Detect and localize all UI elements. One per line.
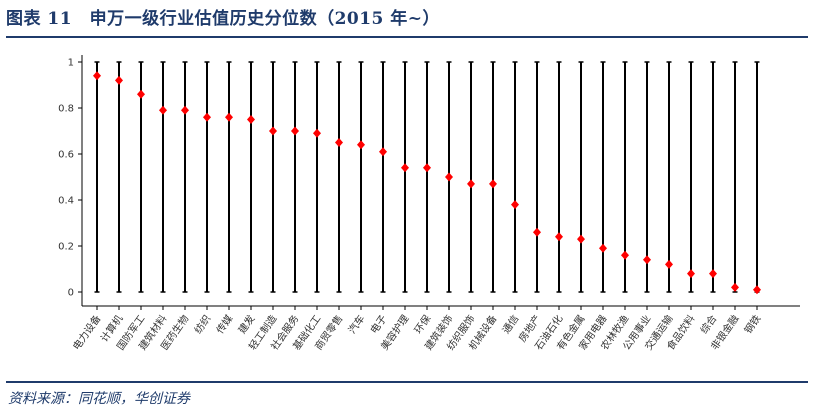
- chart-axes: 0 0.2 0.4 0.6 0.8 1: [58, 55, 800, 310]
- data-point: [269, 126, 277, 136]
- data-point: [731, 282, 739, 292]
- data-point: [181, 105, 189, 115]
- data-point: [511, 200, 519, 210]
- data-points: [93, 71, 761, 295]
- data-point: [401, 163, 409, 173]
- data-point: [357, 140, 365, 150]
- category-label: 电力设备: [70, 312, 104, 352]
- category-label: 纺织: [191, 312, 213, 336]
- y-tick-label: 0.6: [58, 150, 74, 161]
- data-point: [709, 269, 717, 279]
- data-point: [115, 75, 123, 85]
- source-note: 资料来源：同花顺，华创证券: [8, 391, 190, 407]
- data-point: [467, 179, 475, 189]
- category-label: 钢铁: [741, 312, 763, 336]
- data-point: [203, 112, 211, 122]
- data-point: [445, 172, 453, 182]
- data-point: [137, 89, 145, 99]
- y-tick-label: 0: [68, 288, 74, 299]
- category-label: 传媒: [214, 313, 235, 336]
- category-label: 电子: [367, 312, 389, 336]
- data-point: [93, 71, 101, 81]
- data-point: [159, 105, 167, 115]
- category-label: 通信: [500, 313, 521, 336]
- data-point: [489, 179, 497, 189]
- category-label: 综合: [697, 312, 719, 336]
- footer-divider: [6, 381, 808, 383]
- data-point: [335, 138, 343, 147]
- y-tick-label: 0.2: [58, 242, 74, 253]
- data-point: [247, 115, 255, 124]
- y-tick-label: 1: [68, 58, 74, 69]
- y-tick-label: 0.8: [58, 104, 74, 115]
- data-point: [753, 285, 761, 295]
- data-point: [225, 112, 233, 122]
- data-point: [665, 259, 673, 269]
- chart-title: 图表 11 申万一级行业估值历史分位数（2015 年~）: [6, 9, 441, 29]
- data-point: [555, 232, 563, 242]
- data-point: [687, 269, 695, 279]
- data-point: [643, 255, 651, 265]
- data-point: [533, 227, 541, 237]
- data-point: [379, 147, 387, 157]
- data-point: [599, 243, 607, 253]
- category-label: 汽车: [345, 312, 367, 336]
- data-point: [313, 128, 321, 138]
- y-tick-label: 0.4: [58, 196, 74, 207]
- data-point: [577, 234, 585, 244]
- data-point: [621, 250, 629, 260]
- data-point: [291, 126, 299, 136]
- category-label: 环保: [411, 312, 433, 336]
- title-divider: [6, 36, 808, 38]
- data-point: [423, 163, 431, 173]
- category-label: 建发: [235, 312, 257, 336]
- range-lines: [94, 61, 760, 293]
